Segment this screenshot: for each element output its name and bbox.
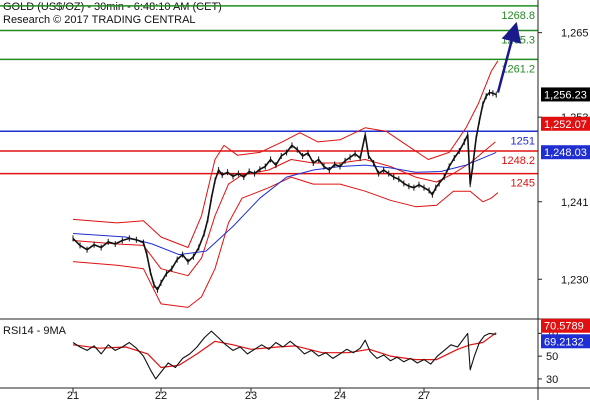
rsi-line	[72, 330, 497, 380]
x-tick-label-0: 21	[67, 390, 79, 400]
price-tag-2: 1,248.03	[544, 147, 587, 159]
x-tick-label-1: 22	[155, 390, 167, 400]
rsi-tag-1: 69.2132	[544, 336, 584, 348]
rsi-title: RSI14 - 9MA	[3, 325, 67, 337]
price-line	[72, 91, 497, 291]
price-tag-box-1	[541, 116, 590, 131]
x-tick-label-4: 27	[418, 390, 430, 400]
rsi-y-tick-label-2: 30	[546, 374, 558, 386]
levels-layer: 1268.8 1265.3 1261.2 1251 1248.2 1245	[0, 5, 538, 190]
rsi-tag-box-0	[541, 318, 590, 333]
rsi-tag-box-1	[541, 334, 590, 349]
level-label-2: 1261.2	[501, 63, 535, 75]
price-tag-0: 1,256.23	[544, 89, 587, 101]
forecast-arrow	[496, 21, 522, 93]
chart-subtitle: Research © 2017 TRADING CENTRAL	[3, 14, 196, 26]
bollinger-mid-line	[72, 141, 496, 277]
level-label-4: 1248.2	[501, 155, 535, 167]
level-label-1: 1265.3	[501, 35, 535, 47]
bollinger-lower-line	[72, 176, 499, 308]
level-label-3: 1251	[511, 135, 535, 147]
level-label-0: 1268.8	[501, 10, 535, 22]
y-tick-label-2: 1,241	[561, 197, 589, 209]
y-tick-label-3: 1,230	[561, 274, 589, 286]
x-tick-label-3: 24	[334, 390, 346, 400]
series-layer	[72, 21, 522, 308]
rsi-y-tick-label-1: 50	[546, 351, 558, 363]
level-label-5: 1245	[511, 178, 535, 190]
rsi-tag-0: 70.5789	[544, 321, 584, 333]
rsi-ma-line	[72, 332, 497, 369]
x-tick-label-2: 23	[245, 390, 257, 400]
price-tags-layer: 1,256.23 1,252.07 1,248.03	[541, 87, 590, 160]
chart-title: GOLD (US$/OZ) - 30min - 6:48:10 AM (CET)	[3, 1, 222, 13]
price-tag-box-0	[541, 87, 590, 102]
price-tag-box-2	[541, 145, 590, 160]
bollinger-upper-line	[72, 60, 499, 248]
y-tick-label-0: 1,265	[561, 28, 589, 40]
price-tag-1: 1,252.07	[544, 119, 587, 131]
